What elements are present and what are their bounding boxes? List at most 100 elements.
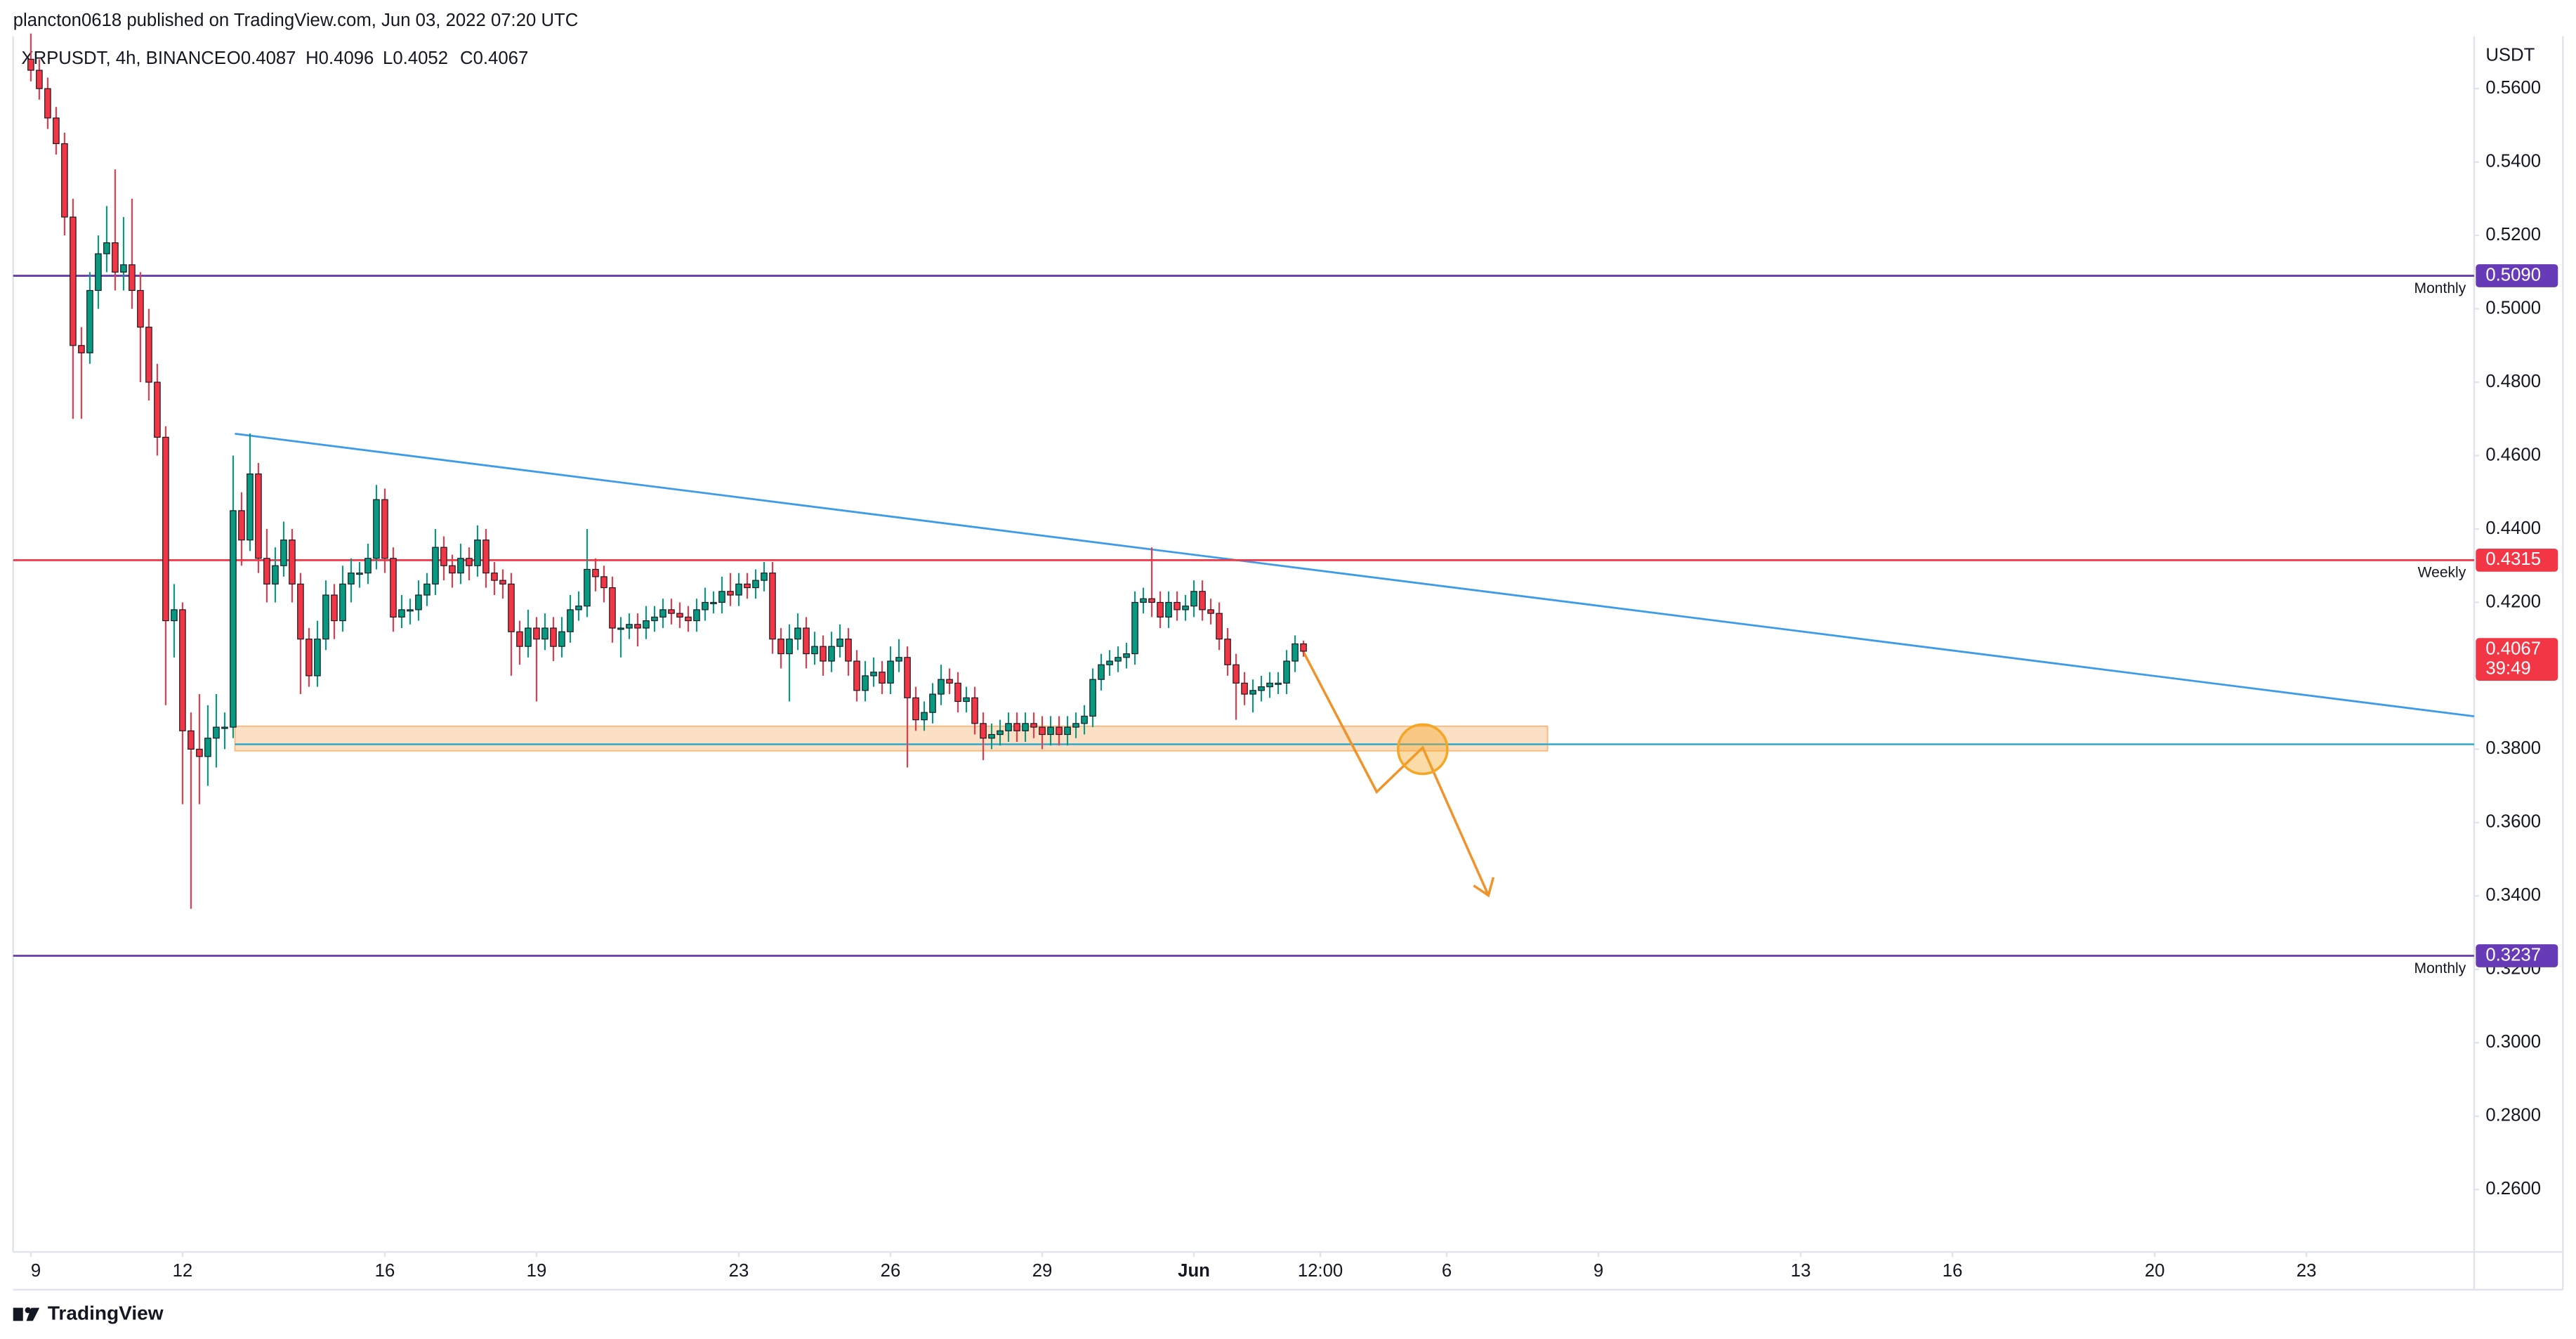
y-tick-label: 0.3400 xyxy=(2485,885,2541,905)
candle-body xyxy=(1275,682,1282,685)
candle-body xyxy=(752,580,759,589)
candle-body xyxy=(1106,660,1113,665)
candle-body xyxy=(1081,715,1088,724)
y-tick-label: 0.2600 xyxy=(2485,1179,2541,1198)
candle-body xyxy=(423,583,431,596)
candle-body xyxy=(963,697,970,703)
y-tick-label: 0.3000 xyxy=(2485,1032,2541,1052)
candle-body xyxy=(36,70,43,89)
candle-body xyxy=(946,679,953,684)
candle-body xyxy=(904,657,911,698)
candle-body xyxy=(1148,598,1155,603)
candle-body xyxy=(213,726,220,739)
candle-body xyxy=(1056,726,1063,736)
candle-body xyxy=(786,639,793,655)
candle-body xyxy=(1098,664,1105,680)
arrow-head xyxy=(1473,877,1495,898)
candle-body xyxy=(1165,601,1172,618)
candle-body xyxy=(356,573,363,575)
candle-body xyxy=(491,573,498,581)
candle-body xyxy=(1258,686,1265,691)
candle-body xyxy=(61,143,68,218)
candle-body xyxy=(845,639,852,662)
candle-body xyxy=(1190,591,1197,607)
candle-body xyxy=(533,627,540,640)
candle-body xyxy=(1249,690,1256,695)
candle-body xyxy=(794,627,801,640)
candle-body xyxy=(280,540,287,566)
candle-body xyxy=(668,609,675,614)
candle-body xyxy=(95,253,102,292)
y-tick-label: 0.2800 xyxy=(2485,1106,2541,1125)
candle-body xyxy=(129,264,136,292)
ohlc-high: H0.4096 xyxy=(305,48,374,68)
candle-body xyxy=(364,558,372,574)
candle-body xyxy=(659,609,666,618)
candle-body xyxy=(895,657,902,662)
candle-body xyxy=(112,242,119,273)
level-label: 0.3237 xyxy=(2485,945,2541,965)
candle-body xyxy=(179,609,186,731)
candles xyxy=(27,33,1307,909)
candle-body xyxy=(331,594,338,622)
candle-body xyxy=(1216,613,1223,640)
x-tick-label: 29 xyxy=(1032,1261,1053,1281)
symbol: XRPUSDT, 4h, BINANCE xyxy=(21,48,226,68)
candle-body xyxy=(1047,726,1054,736)
candle-body xyxy=(803,627,810,655)
candle-body xyxy=(600,576,607,589)
candle-body xyxy=(297,583,304,640)
candle-body xyxy=(651,616,658,622)
candle-body xyxy=(702,601,709,610)
y-tick-label: 0.4400 xyxy=(2485,518,2541,538)
candle-body xyxy=(145,327,152,383)
candle-body xyxy=(339,583,346,622)
candle-body xyxy=(272,565,279,584)
candle-body xyxy=(449,565,456,574)
ohlc-low: L0.4052 xyxy=(383,48,448,68)
candle-body xyxy=(289,540,296,584)
candle-body xyxy=(879,672,886,684)
ohlc-close: C0.4067 xyxy=(460,48,528,68)
candle-body xyxy=(938,679,945,695)
candle-body xyxy=(1064,726,1071,736)
trend-line xyxy=(235,433,2475,718)
y-tick-label: 0.3800 xyxy=(2485,738,2541,758)
candle-body xyxy=(1233,664,1240,684)
y-tick-label: 0.5600 xyxy=(2485,78,2541,98)
candle-body xyxy=(27,58,34,71)
candle-body xyxy=(457,558,464,574)
candle-body xyxy=(769,573,776,640)
candle-body xyxy=(1266,682,1273,688)
candle-body xyxy=(390,558,397,618)
candle-body xyxy=(1013,723,1020,731)
candle-body xyxy=(415,594,422,610)
candle-body xyxy=(617,627,624,630)
x-tick-label: 23 xyxy=(729,1261,749,1281)
candle-body xyxy=(727,591,734,596)
candle-body xyxy=(44,88,51,119)
level-tag: Weekly xyxy=(2418,565,2466,581)
countdown: 39:49 xyxy=(2485,658,2530,678)
candle-body xyxy=(575,606,582,610)
candle-body xyxy=(1131,601,1138,655)
x-tick-label: 26 xyxy=(881,1261,901,1281)
x-tick-label: 6 xyxy=(1442,1261,1452,1281)
candle-body xyxy=(188,730,195,750)
candle-body xyxy=(1022,723,1029,731)
candle-body xyxy=(921,712,928,721)
candle-body xyxy=(1174,601,1181,610)
level-tag: Monthly xyxy=(2414,280,2466,296)
candle-body xyxy=(78,345,85,353)
candle-body xyxy=(828,646,835,662)
candle-body xyxy=(761,573,768,581)
candle-body xyxy=(230,510,237,728)
candle-body xyxy=(263,558,270,584)
candle-body xyxy=(221,726,228,729)
candle-body xyxy=(516,631,523,647)
candle-body xyxy=(398,609,405,618)
candle-body xyxy=(929,693,936,713)
candle-body xyxy=(558,631,565,647)
candle-body xyxy=(541,627,548,640)
